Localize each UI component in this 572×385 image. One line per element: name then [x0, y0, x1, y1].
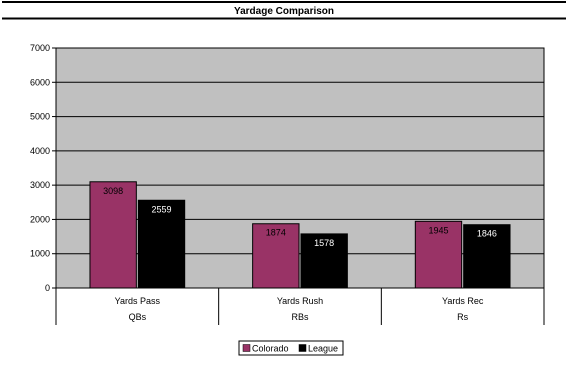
data-label-colorado-2: 1945 — [428, 225, 448, 235]
y-tick-label-3000: 3000 — [30, 180, 50, 190]
legend-label-colorado: Colorado — [252, 344, 289, 354]
legend-box — [238, 340, 344, 356]
chart-title: Yardage Comparison — [234, 6, 334, 17]
bar-league-0 — [137, 199, 186, 289]
x-category-label-1: Yards Rush — [277, 296, 323, 306]
data-label-colorado-1: 1874 — [266, 228, 286, 238]
y-tick-label-4000: 4000 — [30, 146, 50, 156]
y-tick-label-0: 0 — [45, 283, 50, 293]
y-tick-label-1000: 1000 — [30, 249, 50, 259]
y-tick-label-5000: 5000 — [30, 112, 50, 122]
data-label-league-1: 1578 — [314, 238, 334, 248]
y-tick-label-7000: 7000 — [30, 43, 50, 53]
legend: Colorado League — [238, 340, 344, 356]
bar-colorado-0 — [89, 181, 137, 289]
data-label-league-2: 1846 — [477, 229, 497, 239]
x-group-label-2: Rs — [457, 312, 468, 322]
x-axis-categories: Yards Pass QBs Yards Rush RBs Yards Rec Rs — [55, 288, 545, 325]
bar-league-2 — [463, 224, 511, 289]
data-label-league-0: 2559 — [151, 204, 171, 214]
legend-swatch-league — [298, 344, 307, 352]
bar-colorado-2 — [414, 220, 463, 289]
data-labels: 3098 2559 1874 1578 1945 1846 — [103, 186, 497, 248]
bar-colorado-1 — [252, 223, 300, 289]
y-axis-ticks: 0 1000 2000 3000 4000 5000 6000 7000 — [30, 43, 56, 293]
gridlines — [56, 81, 544, 255]
x-category-label-2: Yards Rec — [442, 296, 484, 306]
x-group-label-1: RBs — [291, 312, 309, 322]
legend-label-league: League — [308, 344, 338, 354]
y-tick-label-2000: 2000 — [30, 214, 50, 224]
y-tick-label-6000: 6000 — [30, 77, 50, 87]
x-group-label-0: QBs — [129, 312, 147, 322]
bar-league-1 — [300, 233, 348, 289]
bars — [89, 181, 511, 289]
x-category-label-0: Yards Pass — [115, 296, 161, 306]
data-label-colorado-0: 3098 — [103, 186, 123, 196]
plot-area — [55, 47, 545, 289]
legend-swatch-colorado — [242, 344, 251, 352]
